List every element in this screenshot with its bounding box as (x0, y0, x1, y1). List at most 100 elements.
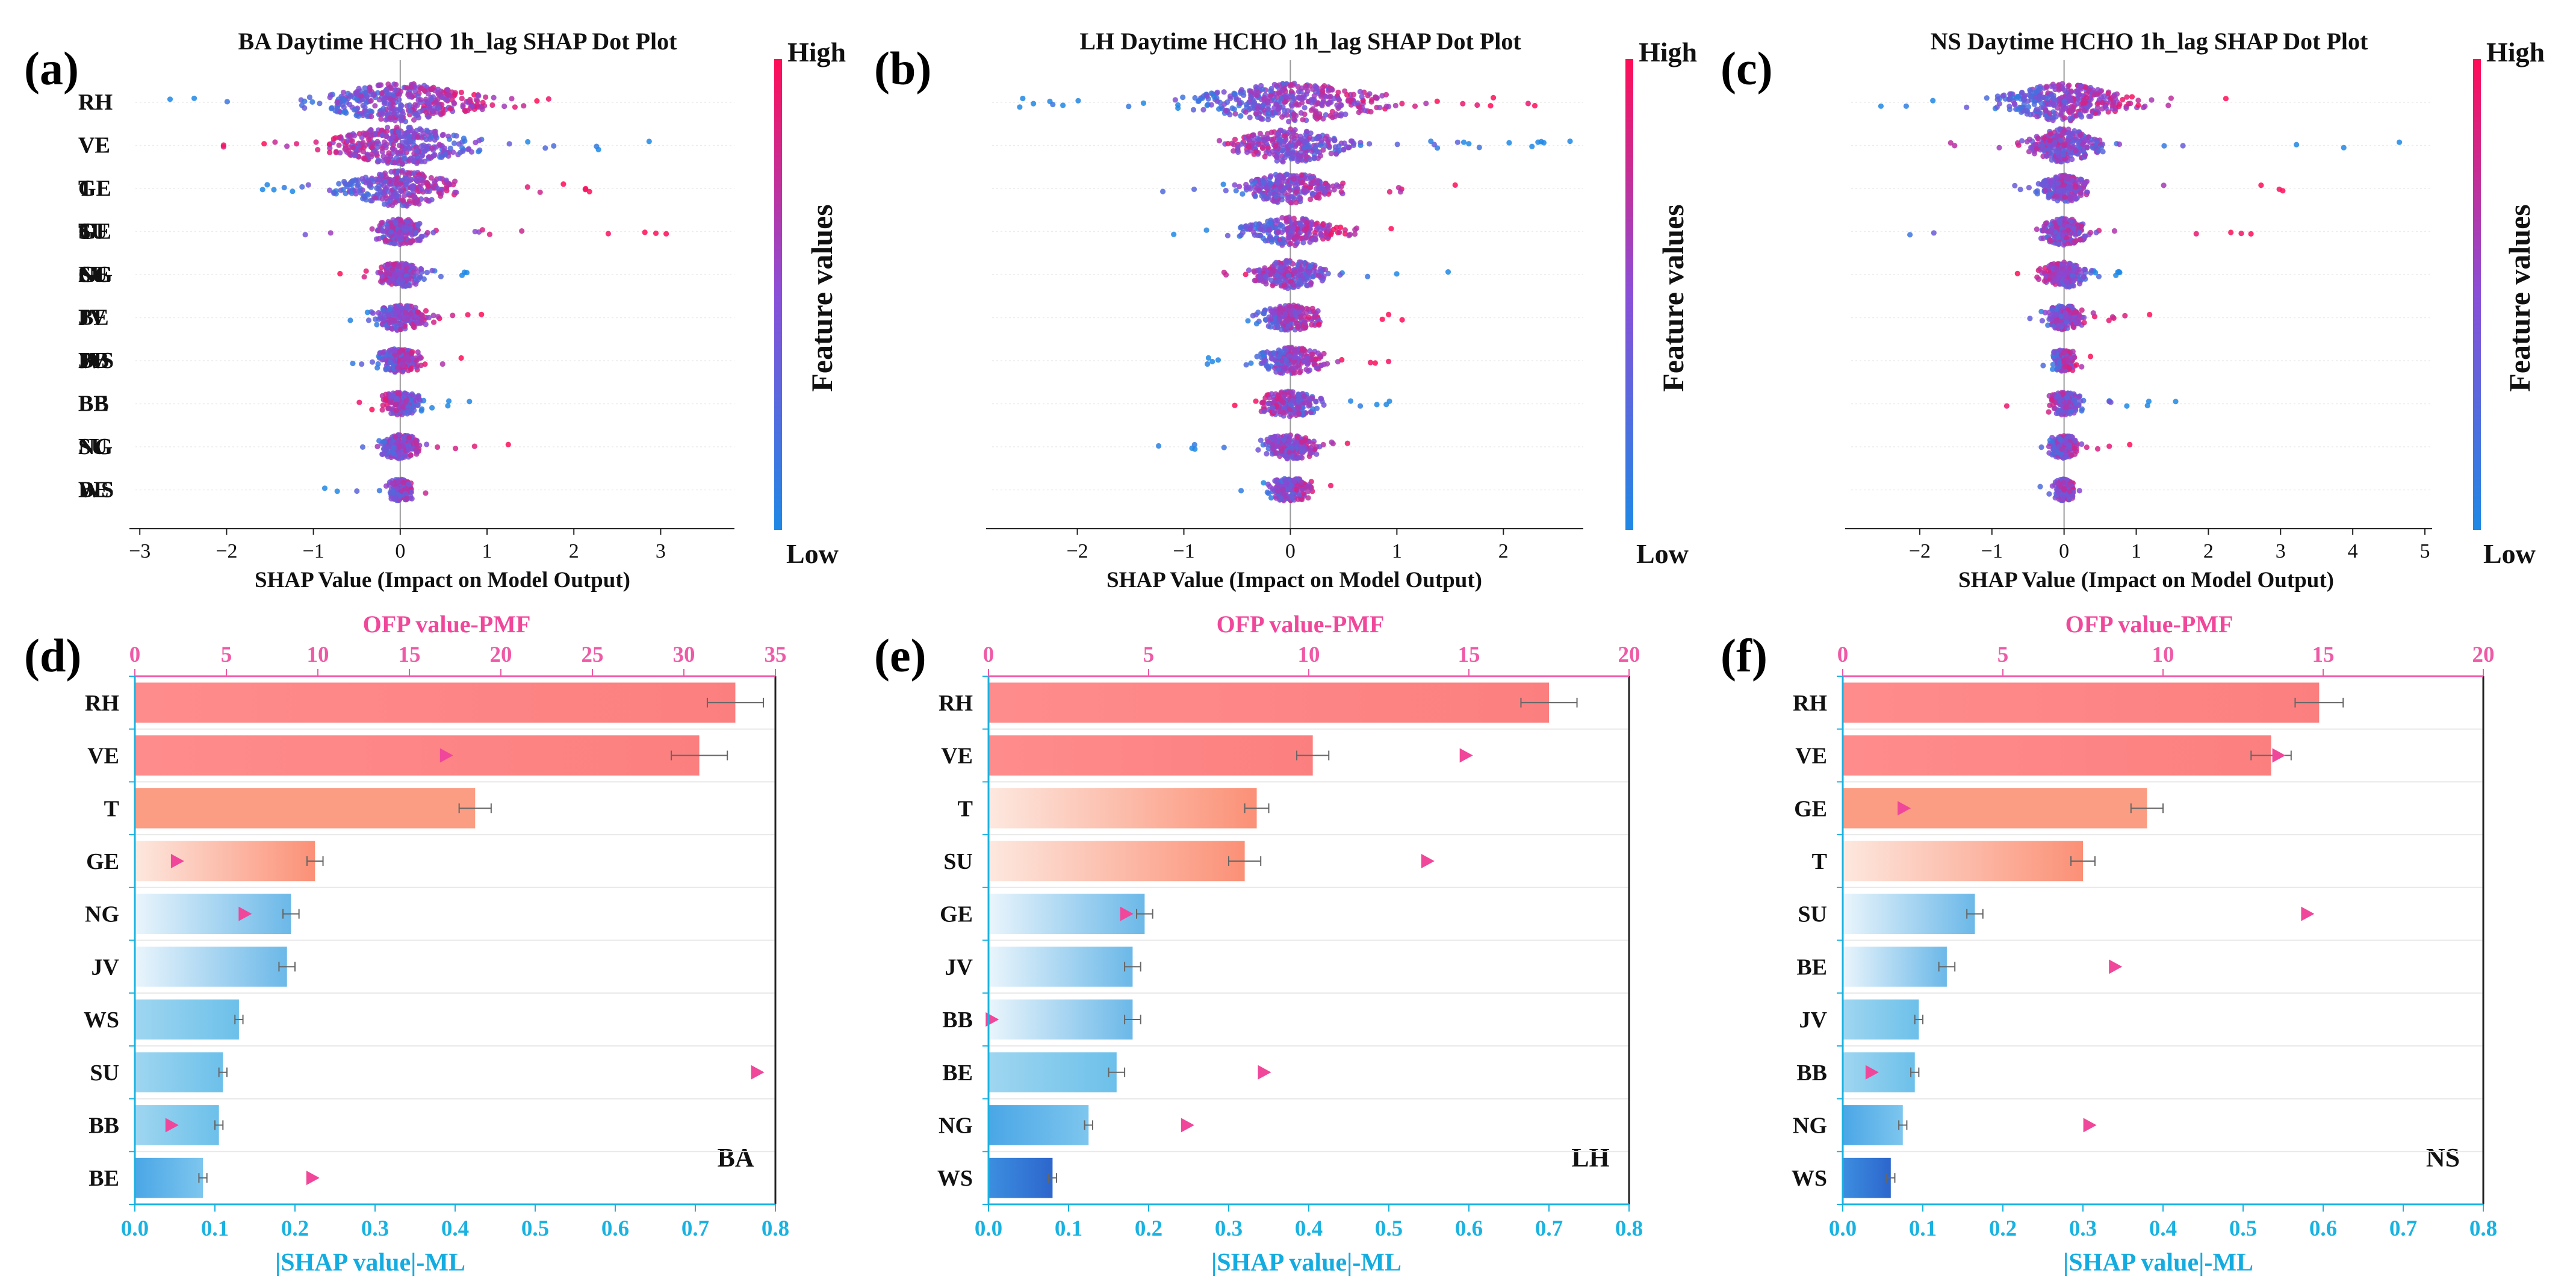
shap-dot (390, 142, 397, 148)
shap-dot (423, 96, 429, 102)
shap-dot (1246, 144, 1252, 150)
shap-dot (290, 188, 296, 194)
shap-dot (1392, 102, 1398, 108)
x-tick-label: −2 (216, 540, 237, 562)
chart-title: LH Daytime HCHO 1h_lag SHAP Dot Plot (1079, 28, 1521, 55)
shap-dot (1253, 111, 1259, 117)
shap-dot (1276, 366, 1282, 373)
colorbar-low-label: Low (786, 538, 839, 569)
shap-dot (1208, 102, 1214, 108)
shap-dot (440, 110, 446, 116)
shap-dot (432, 178, 438, 184)
shap-dot (474, 102, 480, 108)
shap-dot (446, 398, 452, 404)
shap-dot (1297, 221, 1303, 227)
shap-dot (414, 363, 421, 369)
shap-dot (1283, 95, 1290, 101)
shap-dot (414, 358, 420, 364)
shap-dot (1268, 324, 1274, 330)
shap-dot (1273, 260, 1279, 266)
shap-dot (408, 92, 414, 98)
shap-dot (415, 349, 421, 355)
shap-dot (467, 98, 473, 104)
shap-dot (1017, 104, 1023, 110)
shap-dot (394, 155, 400, 161)
shap-dot (1295, 405, 1301, 411)
shap-dot (509, 96, 515, 102)
shap-dot (1298, 487, 1304, 493)
shap-dot (1307, 157, 1313, 163)
shap-dot (1203, 227, 1209, 233)
shap-dot (1434, 98, 1440, 104)
shap-dot (1291, 479, 1297, 485)
shap-dot (1261, 96, 1267, 102)
shap-dot (1322, 143, 1328, 149)
shap-dot (435, 444, 441, 450)
shap-dot (1525, 101, 1531, 107)
shap-dot (1269, 137, 1275, 143)
shap-dot (1296, 278, 1302, 284)
shap-dot (302, 232, 308, 238)
shap-dot (1318, 137, 1324, 143)
shap-dot (423, 308, 429, 314)
shap-dot (1192, 95, 1198, 101)
shap-dot (374, 322, 380, 328)
shap-dot (476, 149, 482, 155)
panel-label: (b) (874, 42, 931, 95)
shap-dot (1253, 149, 1259, 155)
shap-dot (381, 439, 387, 445)
shap-dot (383, 157, 389, 163)
shap-dot (472, 229, 478, 235)
colorbar-high-label: High (787, 37, 846, 67)
shap-dot (376, 183, 382, 189)
shap-dot (394, 124, 400, 130)
shap-dot (1294, 189, 1300, 195)
shap-dot (1337, 272, 1343, 278)
shap-dot (1279, 240, 1285, 246)
shap-dot (1225, 140, 1231, 147)
shap-dot (1296, 496, 1302, 502)
shap-dot (1386, 311, 1392, 318)
shap-dot (1304, 355, 1310, 361)
shap-dot (397, 180, 403, 186)
shap-dot (653, 230, 659, 236)
shap-dot (1309, 191, 1315, 197)
shap-dot (1278, 496, 1284, 502)
shap-dot (413, 113, 419, 119)
shap-dot (1267, 316, 1274, 322)
shap-dot (458, 89, 465, 96)
shap-dot (1294, 239, 1300, 245)
shap-dot (1286, 406, 1293, 413)
shap-dot (379, 90, 385, 96)
colorbar-high-label: High (1639, 37, 1697, 67)
shap-dot (1264, 450, 1270, 457)
feature-label: NG (78, 262, 113, 287)
shap-dot (442, 152, 448, 158)
shap-dot (1538, 138, 1544, 145)
shap-dot (404, 353, 410, 359)
shap-dot (369, 359, 376, 365)
shap-dot (1271, 434, 1277, 440)
shap-dot (1296, 411, 1302, 417)
shap-dot (2135, 102, 2141, 108)
shap-dot (452, 178, 458, 184)
shap-dot (420, 152, 426, 158)
shap-dot (313, 139, 319, 145)
shap-dot (1358, 142, 1364, 148)
shap-dot (396, 479, 402, 485)
shap-dot (378, 172, 384, 178)
shap-dot (410, 269, 416, 275)
shap-dot (1288, 89, 1294, 95)
shap-dot (1316, 114, 1322, 120)
shap-dot (372, 194, 378, 201)
shap-dot (167, 96, 173, 102)
shap-dot (1283, 216, 1289, 222)
panel-label: (a) (24, 42, 79, 95)
shap-dot (390, 134, 396, 140)
shap-dot (1386, 358, 1392, 364)
shap-dot (388, 325, 395, 331)
shap-dot (1191, 186, 1197, 192)
shap-dot (380, 228, 386, 234)
shap-dot (1246, 184, 1252, 190)
shap-dot (1275, 106, 1281, 112)
